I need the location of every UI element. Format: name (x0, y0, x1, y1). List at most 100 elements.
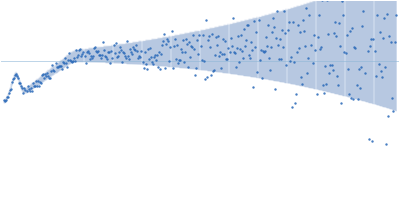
Point (33, 79, 39, 83)
Point (368, 38, 375, 41)
Point (106, 50, 112, 54)
Point (281, 9, 288, 13)
Point (131, 48, 138, 51)
Point (350, 45, 357, 49)
Point (77, 48, 84, 51)
Point (152, 53, 158, 56)
Point (136, 54, 143, 57)
Point (358, 65, 364, 68)
Point (130, 46, 136, 49)
Point (354, 83, 360, 86)
Point (22, 89, 29, 92)
Point (348, 27, 355, 30)
Point (381, 16, 387, 19)
Point (219, 53, 226, 56)
Point (148, 55, 154, 59)
Point (144, 68, 150, 71)
Point (4, 96, 10, 99)
Point (72, 59, 78, 62)
Point (320, 83, 326, 86)
Point (327, 63, 333, 66)
Point (267, 68, 273, 71)
Point (35, 79, 41, 82)
Point (61, 62, 67, 65)
Point (48, 69, 54, 72)
Point (71, 56, 77, 59)
Point (305, 56, 312, 59)
Point (249, 49, 256, 52)
Point (213, 35, 219, 39)
Point (150, 62, 156, 65)
Point (0, 98, 7, 101)
Point (251, 20, 258, 23)
Point (180, 38, 186, 41)
Point (15, 76, 22, 79)
Point (333, 35, 339, 38)
Point (339, 0, 346, 3)
Point (357, 86, 363, 89)
Point (352, 47, 358, 50)
Point (202, 19, 209, 22)
Point (380, 37, 386, 40)
Point (241, 28, 247, 31)
Point (300, 18, 306, 22)
Point (390, 110, 396, 113)
Point (383, 142, 389, 145)
Point (56, 64, 62, 67)
Point (217, 50, 223, 54)
Point (236, 60, 242, 64)
Point (139, 60, 146, 63)
Point (315, 14, 322, 17)
Point (69, 60, 75, 63)
Point (220, 38, 226, 41)
Point (366, 137, 372, 141)
Point (53, 66, 60, 69)
Point (83, 51, 90, 54)
Point (9, 80, 15, 83)
Point (74, 55, 80, 59)
Point (346, 29, 353, 33)
Point (312, 49, 319, 52)
Point (45, 75, 52, 78)
Point (177, 59, 183, 62)
Point (30, 82, 36, 85)
Point (308, 43, 314, 46)
Point (202, 77, 208, 81)
Point (269, 31, 275, 34)
Point (30, 84, 37, 87)
Point (226, 51, 233, 54)
Point (386, 34, 392, 37)
Point (78, 55, 85, 58)
Point (76, 48, 82, 51)
Point (188, 44, 194, 47)
Point (6, 91, 12, 94)
Point (172, 57, 179, 61)
Point (141, 50, 148, 53)
Point (114, 54, 121, 57)
Point (284, 29, 291, 32)
Point (168, 30, 175, 33)
Point (314, 35, 321, 38)
Point (13, 72, 19, 75)
Point (79, 52, 86, 56)
Point (112, 42, 119, 45)
Point (246, 53, 252, 56)
Point (157, 68, 163, 71)
Point (385, 114, 391, 118)
Point (183, 37, 189, 41)
Point (209, 33, 215, 36)
Point (124, 39, 130, 43)
Point (40, 72, 46, 75)
Point (91, 47, 97, 50)
Point (329, 63, 335, 66)
Point (240, 56, 246, 60)
Point (137, 55, 144, 59)
Point (132, 49, 138, 52)
Point (21, 86, 28, 89)
Point (129, 52, 135, 55)
Point (232, 66, 239, 69)
Point (84, 49, 91, 53)
Point (288, 56, 294, 59)
Point (208, 73, 214, 76)
Point (75, 54, 82, 57)
